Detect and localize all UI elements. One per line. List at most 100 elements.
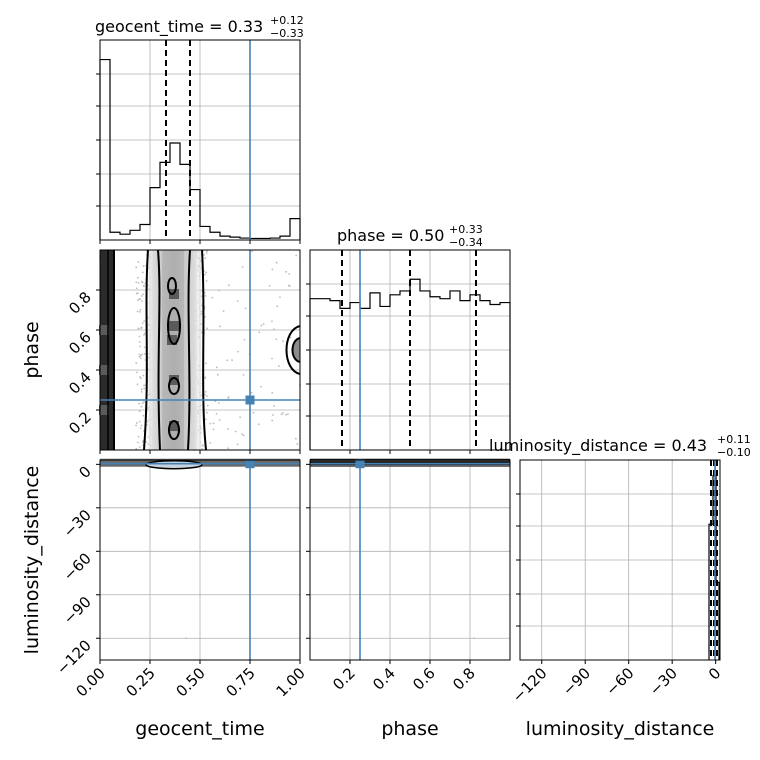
- scatter-point: [204, 315, 207, 318]
- scatter-point: [215, 366, 218, 369]
- scatter-point: [135, 281, 138, 284]
- scatter-point: [137, 327, 140, 330]
- scatter-point: [138, 341, 141, 343]
- contour-line: [187, 249, 191, 451]
- scatter-point: [286, 413, 289, 415]
- scatter-point: [141, 402, 144, 405]
- scatter-point: [139, 298, 141, 300]
- scatter-point: [287, 284, 290, 287]
- scatter-point: [279, 296, 281, 299]
- title-luminosity-distance: luminosity_distance = 0.43: [489, 436, 707, 456]
- scatter-point: [473, 637, 475, 640]
- scatter-point: [137, 261, 140, 263]
- scatter-point: [258, 331, 261, 334]
- scatter-point: [139, 377, 142, 380]
- panel-phase-vs-geocent-time: [96, 249, 301, 454]
- y-tick-label: 0: [75, 462, 94, 481]
- scatter-point: [140, 326, 143, 329]
- xlabel-geocent-time: geocent_time: [135, 718, 264, 740]
- title-geocent-time-plus: +0.12: [270, 14, 304, 27]
- scatter-point: [139, 357, 142, 360]
- scatter-point: [138, 353, 141, 356]
- scatter-point: [141, 281, 144, 284]
- scatter-point: [252, 411, 255, 414]
- scatter-point: [140, 391, 143, 393]
- contour-line: [168, 377, 180, 395]
- scatter-point: [141, 322, 144, 325]
- x-tick-label: −30: [646, 664, 681, 699]
- xlabel-luminosity-distance: luminosity_distance: [526, 718, 715, 740]
- scatter-point: [204, 273, 206, 276]
- scatter-point: [242, 434, 245, 437]
- x-tick-label: 0.4: [369, 664, 399, 694]
- scatter-point: [295, 254, 298, 257]
- scatter-point: [273, 328, 275, 331]
- scatter-point: [137, 276, 139, 279]
- density-pixel: [169, 321, 179, 331]
- scatter-point: [236, 300, 239, 303]
- title-geocent-time: geocent_time = 0.33: [95, 17, 263, 37]
- scatter-point: [204, 390, 207, 393]
- scatter-point: [231, 359, 233, 361]
- scatter-point: [219, 325, 222, 328]
- scatter-point: [205, 252, 208, 254]
- scatter-point: [218, 419, 221, 422]
- scatter-point: [205, 271, 208, 274]
- scatter-point: [140, 295, 143, 297]
- contour-line: [201, 249, 207, 451]
- density-pixel: [99, 365, 109, 375]
- scatter-point: [142, 441, 144, 444]
- scatter-point: [285, 270, 288, 273]
- scatter-point: [275, 261, 278, 264]
- scatter-point: [137, 435, 140, 438]
- scatter-point: [135, 447, 138, 450]
- contour-line: [167, 277, 177, 295]
- contour-line: [285, 325, 301, 375]
- scatter-point: [242, 373, 245, 376]
- density-core: [162, 250, 184, 450]
- ylabel-luminosity-distance: luminosity_distance: [21, 466, 43, 655]
- scatter-point: [243, 338, 246, 341]
- density-pixel: [99, 405, 109, 415]
- scatter-point: [226, 359, 229, 362]
- x-tick-label: 0.50: [172, 664, 208, 700]
- x-tick-label: 0.00: [72, 664, 108, 700]
- scatter-point: [209, 422, 212, 425]
- x-tick-label: −90: [559, 664, 594, 699]
- scatter-point: [135, 422, 138, 424]
- scatter-point: [206, 404, 209, 407]
- contour-line: [167, 307, 181, 345]
- truth-marker: [245, 459, 255, 469]
- histogram-step: [309, 278, 511, 450]
- scatter-point: [205, 279, 208, 282]
- scatter-point: [206, 411, 208, 414]
- scatter-point: [139, 354, 142, 357]
- scatter-point: [137, 281, 140, 284]
- scatter-point: [139, 427, 142, 430]
- scatter-point: [141, 353, 144, 356]
- scatter-point: [268, 284, 271, 287]
- density-pixel: [167, 335, 177, 345]
- scatter-point: [295, 437, 297, 440]
- panel-luminosity-distance-hist: [516, 459, 721, 664]
- panel-phase-hist: [306, 249, 511, 454]
- y-tick-label: 0.2: [65, 408, 95, 438]
- scatter-point: [204, 294, 207, 297]
- histogram-step: [99, 58, 301, 240]
- x-tick-label: 0.75: [222, 664, 258, 700]
- truth-marker: [245, 395, 255, 405]
- scatter-point: [216, 373, 219, 376]
- x-tick-label: 0.6: [409, 664, 439, 694]
- scatter-point: [222, 310, 225, 313]
- scatter-point: [138, 402, 140, 405]
- panel-geocent-time-hist: [96, 39, 301, 244]
- scatter-point: [296, 443, 299, 445]
- x-tick-label: 1.00: [272, 664, 308, 700]
- y-tick-label: −90: [60, 593, 95, 628]
- scatter-point: [234, 430, 237, 433]
- y-tick-label: −60: [60, 549, 95, 584]
- scatter-point: [272, 414, 274, 416]
- scatter-point: [138, 335, 141, 338]
- scatter-point: [135, 362, 138, 364]
- title-phase-plus: +0.33: [449, 223, 483, 236]
